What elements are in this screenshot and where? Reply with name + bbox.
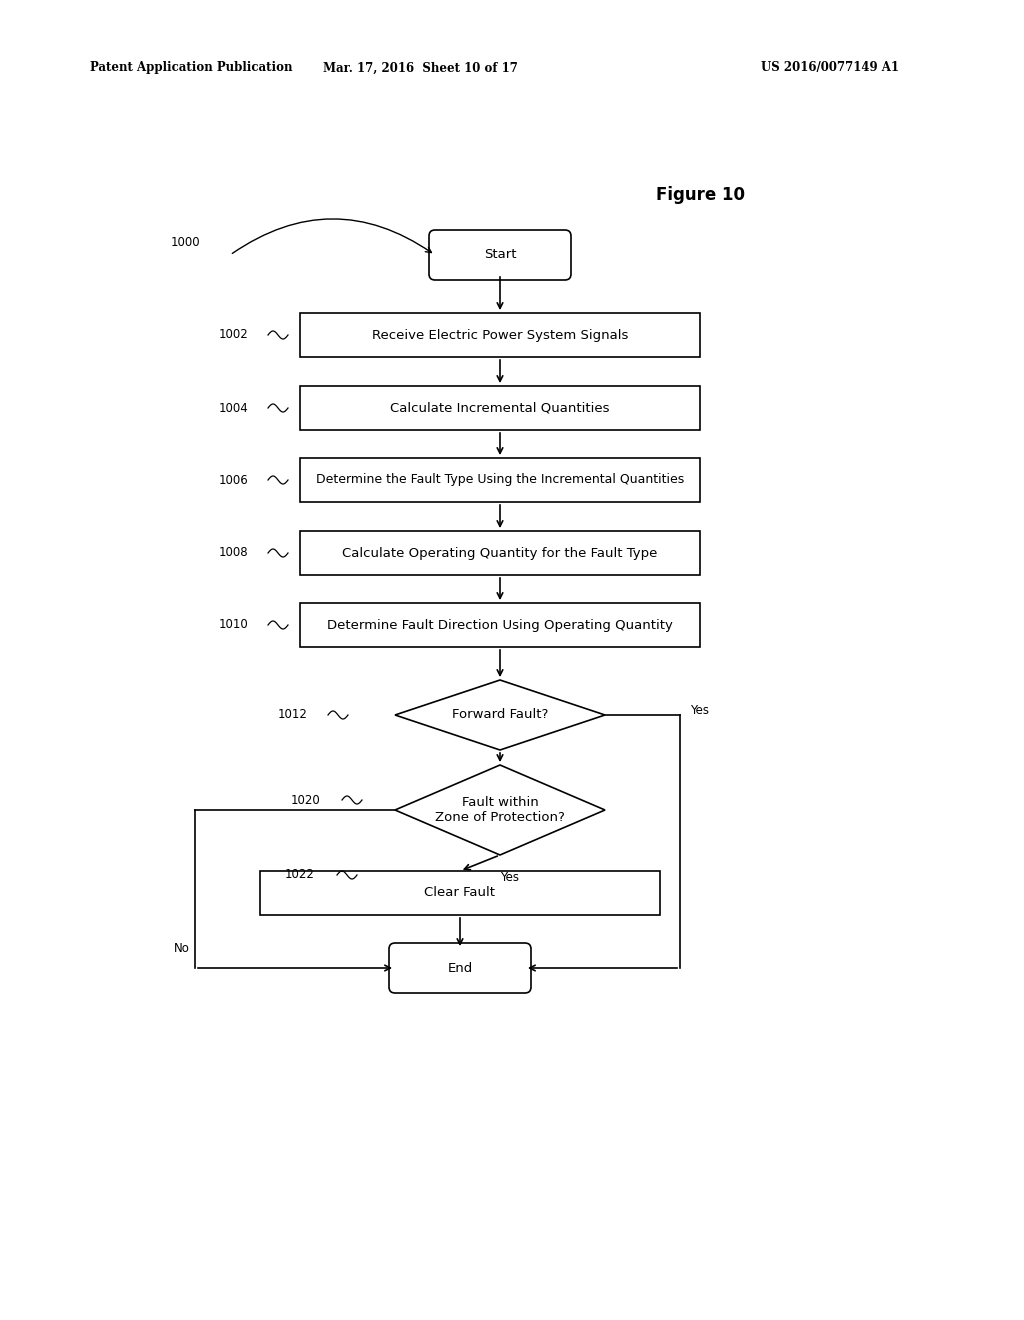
Text: 1000: 1000 bbox=[170, 235, 200, 248]
Text: Yes: Yes bbox=[501, 871, 519, 884]
Text: Fault within
Zone of Protection?: Fault within Zone of Protection? bbox=[435, 796, 565, 824]
Text: Yes: Yes bbox=[690, 704, 709, 717]
Text: Forward Fault?: Forward Fault? bbox=[452, 709, 548, 722]
Text: Start: Start bbox=[483, 248, 516, 261]
Bar bbox=[300, 603, 700, 647]
Text: Calculate Operating Quantity for the Fault Type: Calculate Operating Quantity for the Fau… bbox=[342, 546, 657, 560]
Polygon shape bbox=[395, 680, 605, 750]
Text: Calculate Incremental Quantities: Calculate Incremental Quantities bbox=[390, 401, 609, 414]
Text: 1012: 1012 bbox=[279, 709, 308, 722]
FancyBboxPatch shape bbox=[389, 942, 531, 993]
Bar bbox=[300, 531, 700, 576]
Text: End: End bbox=[447, 961, 473, 974]
Text: Figure 10: Figure 10 bbox=[655, 186, 744, 205]
Text: 1022: 1022 bbox=[285, 869, 315, 882]
Text: Mar. 17, 2016  Sheet 10 of 17: Mar. 17, 2016 Sheet 10 of 17 bbox=[323, 62, 517, 74]
Text: Patent Application Publication: Patent Application Publication bbox=[90, 62, 293, 74]
Text: No: No bbox=[174, 941, 190, 954]
Bar bbox=[300, 313, 700, 356]
Text: 1010: 1010 bbox=[218, 619, 248, 631]
Bar bbox=[300, 458, 700, 502]
Text: Determine Fault Direction Using Operating Quantity: Determine Fault Direction Using Operatin… bbox=[327, 619, 673, 631]
Text: 1008: 1008 bbox=[218, 546, 248, 560]
Polygon shape bbox=[395, 766, 605, 855]
Bar bbox=[260, 871, 660, 915]
Text: 1004: 1004 bbox=[218, 401, 248, 414]
Bar bbox=[300, 385, 700, 430]
Text: Receive Electric Power System Signals: Receive Electric Power System Signals bbox=[372, 329, 628, 342]
Text: Determine the Fault Type Using the Incremental Quantities: Determine the Fault Type Using the Incre… bbox=[315, 474, 684, 487]
Text: 1006: 1006 bbox=[218, 474, 248, 487]
FancyBboxPatch shape bbox=[429, 230, 571, 280]
Text: US 2016/0077149 A1: US 2016/0077149 A1 bbox=[761, 62, 899, 74]
Text: 1020: 1020 bbox=[290, 793, 319, 807]
Text: Clear Fault: Clear Fault bbox=[425, 887, 496, 899]
Text: 1002: 1002 bbox=[218, 329, 248, 342]
